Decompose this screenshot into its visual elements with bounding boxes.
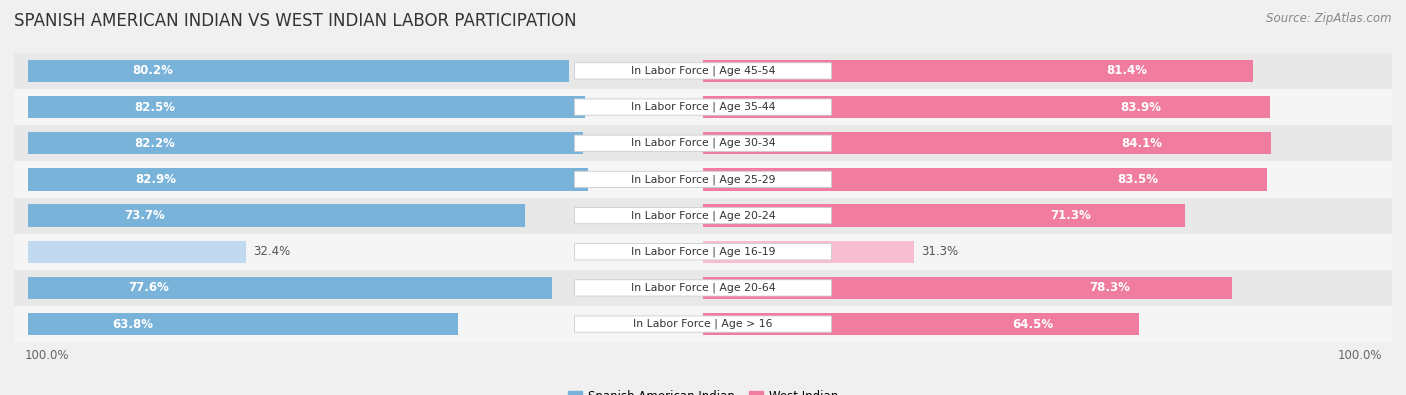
Text: Source: ZipAtlas.com: Source: ZipAtlas.com	[1267, 12, 1392, 25]
Text: 100.0%: 100.0%	[24, 350, 69, 362]
FancyBboxPatch shape	[575, 244, 831, 260]
Bar	[0, 125, 1406, 161]
Text: In Labor Force | Age 16-19: In Labor Force | Age 16-19	[631, 246, 775, 257]
Bar	[28, 168, 588, 191]
FancyBboxPatch shape	[575, 63, 831, 79]
Bar	[0, 161, 1406, 198]
Bar	[703, 204, 1185, 227]
Bar	[0, 198, 1406, 234]
Text: In Labor Force | Age 20-24: In Labor Force | Age 20-24	[631, 210, 775, 221]
FancyBboxPatch shape	[575, 316, 831, 332]
Bar	[28, 277, 551, 299]
Bar	[703, 168, 1267, 191]
Bar	[28, 132, 582, 154]
Bar	[703, 241, 914, 263]
Bar	[0, 89, 1406, 125]
Text: In Labor Force | Age 45-54: In Labor Force | Age 45-54	[631, 66, 775, 76]
Text: 32.4%: 32.4%	[253, 245, 291, 258]
Text: In Labor Force | Age 30-34: In Labor Force | Age 30-34	[631, 138, 775, 149]
Text: SPANISH AMERICAN INDIAN VS WEST INDIAN LABOR PARTICIPATION: SPANISH AMERICAN INDIAN VS WEST INDIAN L…	[14, 12, 576, 30]
Text: 63.8%: 63.8%	[112, 318, 153, 331]
Bar	[703, 132, 1271, 154]
Bar	[0, 270, 1406, 306]
Text: 73.7%: 73.7%	[124, 209, 165, 222]
Text: In Labor Force | Age 35-44: In Labor Force | Age 35-44	[631, 102, 775, 112]
Text: 80.2%: 80.2%	[132, 64, 173, 77]
Text: 77.6%: 77.6%	[129, 281, 170, 294]
Text: 81.4%: 81.4%	[1107, 64, 1147, 77]
FancyBboxPatch shape	[575, 99, 831, 115]
FancyBboxPatch shape	[575, 171, 831, 188]
Bar	[703, 277, 1232, 299]
Bar	[28, 60, 569, 82]
Text: 71.3%: 71.3%	[1050, 209, 1091, 222]
Text: 64.5%: 64.5%	[1012, 318, 1053, 331]
Text: In Labor Force | Age 20-64: In Labor Force | Age 20-64	[631, 283, 775, 293]
Bar	[703, 96, 1270, 118]
Text: 82.9%: 82.9%	[135, 173, 176, 186]
Text: 78.3%: 78.3%	[1090, 281, 1130, 294]
Text: In Labor Force | Age > 16: In Labor Force | Age > 16	[633, 319, 773, 329]
Bar	[703, 60, 1253, 82]
Bar	[703, 313, 1139, 335]
Bar	[28, 241, 246, 263]
Text: 83.9%: 83.9%	[1121, 101, 1161, 114]
Bar	[28, 96, 585, 118]
Text: 82.2%: 82.2%	[134, 137, 176, 150]
Text: 82.5%: 82.5%	[135, 101, 176, 114]
Text: In Labor Force | Age 25-29: In Labor Force | Age 25-29	[631, 174, 775, 185]
Bar	[28, 313, 458, 335]
FancyBboxPatch shape	[575, 207, 831, 224]
Bar	[0, 234, 1406, 270]
Text: 83.5%: 83.5%	[1118, 173, 1159, 186]
FancyBboxPatch shape	[575, 280, 831, 296]
Legend: Spanish American Indian, West Indian: Spanish American Indian, West Indian	[562, 385, 844, 395]
Bar	[28, 204, 526, 227]
Bar	[0, 306, 1406, 342]
Bar	[0, 53, 1406, 89]
Text: 84.1%: 84.1%	[1121, 137, 1161, 150]
FancyBboxPatch shape	[575, 135, 831, 151]
Text: 31.3%: 31.3%	[921, 245, 959, 258]
Text: 100.0%: 100.0%	[1337, 350, 1382, 362]
